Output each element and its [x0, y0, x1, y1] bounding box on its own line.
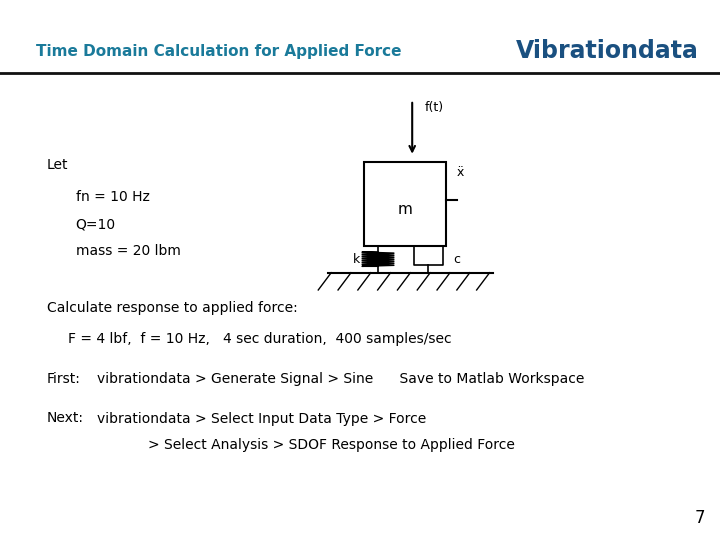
Text: F = 4 lbf,  f = 10 Hz,   4 sec duration,  400 samples/sec: F = 4 lbf, f = 10 Hz, 4 sec duration, 40…: [68, 332, 452, 346]
Text: ẍ: ẍ: [457, 166, 464, 179]
Text: Next:: Next:: [47, 411, 84, 426]
Text: k: k: [353, 253, 360, 266]
Text: Time Domain Calculation for Applied Force: Time Domain Calculation for Applied Forc…: [36, 44, 402, 59]
Text: Vibrationdata: Vibrationdata: [516, 39, 698, 63]
Text: m: m: [397, 202, 413, 217]
Text: 7: 7: [695, 509, 706, 528]
Text: First:: First:: [47, 372, 81, 386]
Text: c: c: [454, 253, 461, 266]
Text: Let: Let: [47, 158, 68, 172]
Text: Q=10: Q=10: [76, 217, 116, 231]
Text: vibrationdata > Select Input Data Type > Force: vibrationdata > Select Input Data Type >…: [97, 411, 426, 426]
Text: mass = 20 lbm: mass = 20 lbm: [76, 244, 181, 258]
Text: Calculate response to applied force:: Calculate response to applied force:: [47, 301, 297, 315]
Text: > Select Analysis > SDOF Response to Applied Force: > Select Analysis > SDOF Response to App…: [148, 438, 515, 453]
Text: f(t): f(t): [425, 102, 444, 114]
Text: fn = 10 Hz: fn = 10 Hz: [76, 190, 150, 204]
Bar: [364, 162, 446, 246]
Text: vibrationdata > Generate Signal > Sine      Save to Matlab Workspace: vibrationdata > Generate Signal > Sine S…: [97, 372, 585, 386]
